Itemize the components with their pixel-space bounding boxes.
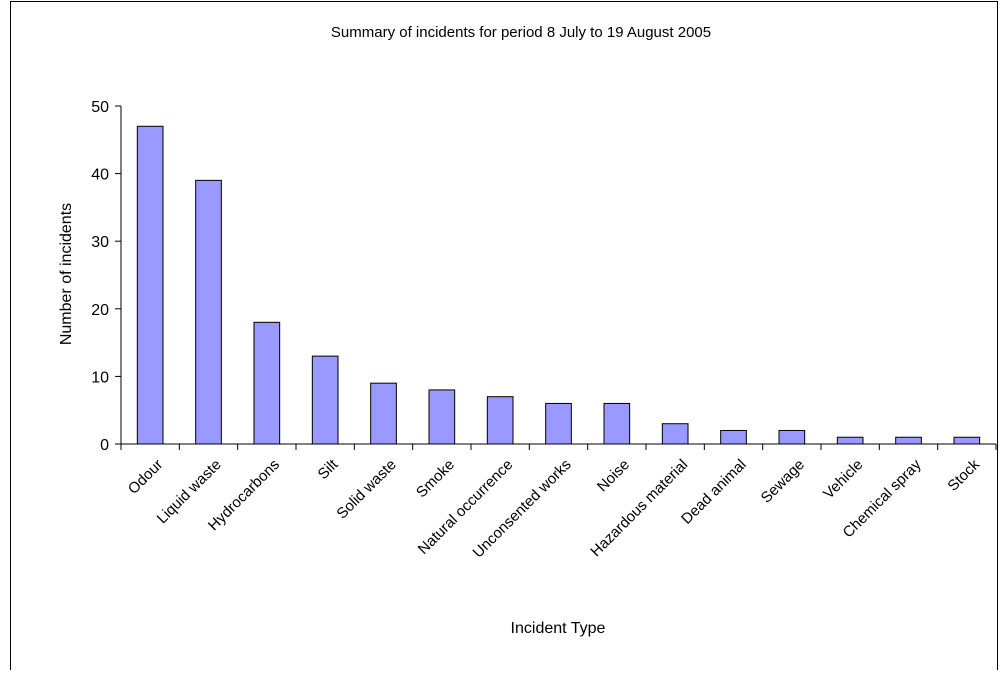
bar-odour [136, 125, 164, 445]
y-tick-label: 20 [91, 302, 109, 319]
x-tick-label: Noise [594, 456, 633, 495]
y-tick-label: 30 [91, 234, 109, 251]
x-tick-label: Solid waste [333, 456, 399, 522]
y-tick-label: 10 [91, 369, 109, 386]
y-tick-label: 40 [91, 167, 109, 184]
bar-stock [953, 436, 981, 445]
chart-frame [10, 1, 998, 670]
bar-solid-waste [370, 382, 397, 445]
bar-vehicle [836, 436, 864, 445]
bar-sewage [778, 429, 806, 445]
bar-liquid-waste [195, 179, 222, 445]
bar-smoke [428, 389, 456, 445]
x-tick-label: Unconsented works [470, 456, 575, 561]
bar-silt [311, 355, 339, 445]
chart-title: Summary of incidents for period 8 July t… [331, 24, 711, 41]
x-tick-label: Hazardous material [587, 456, 691, 560]
y-axis-label: Number of incidents [58, 203, 75, 345]
bar-noise [603, 402, 631, 445]
x-axis-label: Incident Type [511, 620, 606, 637]
x-tick-label: Smoke [413, 456, 458, 501]
x-tick-label: Sewage [758, 456, 808, 506]
x-tick-label: Silt [315, 456, 342, 483]
bar-hazardous-material [661, 423, 689, 445]
bar-hydrocarbons [253, 321, 281, 445]
bar-chemical-spray [895, 436, 922, 445]
bar-dead-animal [720, 429, 747, 445]
y-tick-label: 0 [100, 437, 109, 454]
x-tick-label: Stock [944, 456, 983, 495]
bar-unconsented-works [545, 402, 572, 445]
x-tick-label: Vehicle [820, 456, 866, 502]
x-tick-label: Odour [125, 456, 167, 498]
y-tick-labels: 0 10 20 30 40 50 [91, 99, 109, 454]
bars-layer [136, 125, 981, 445]
bar-natural-occurrence [486, 396, 514, 445]
y-tick-label: 50 [91, 99, 109, 116]
axes-layer [115, 105, 997, 450]
